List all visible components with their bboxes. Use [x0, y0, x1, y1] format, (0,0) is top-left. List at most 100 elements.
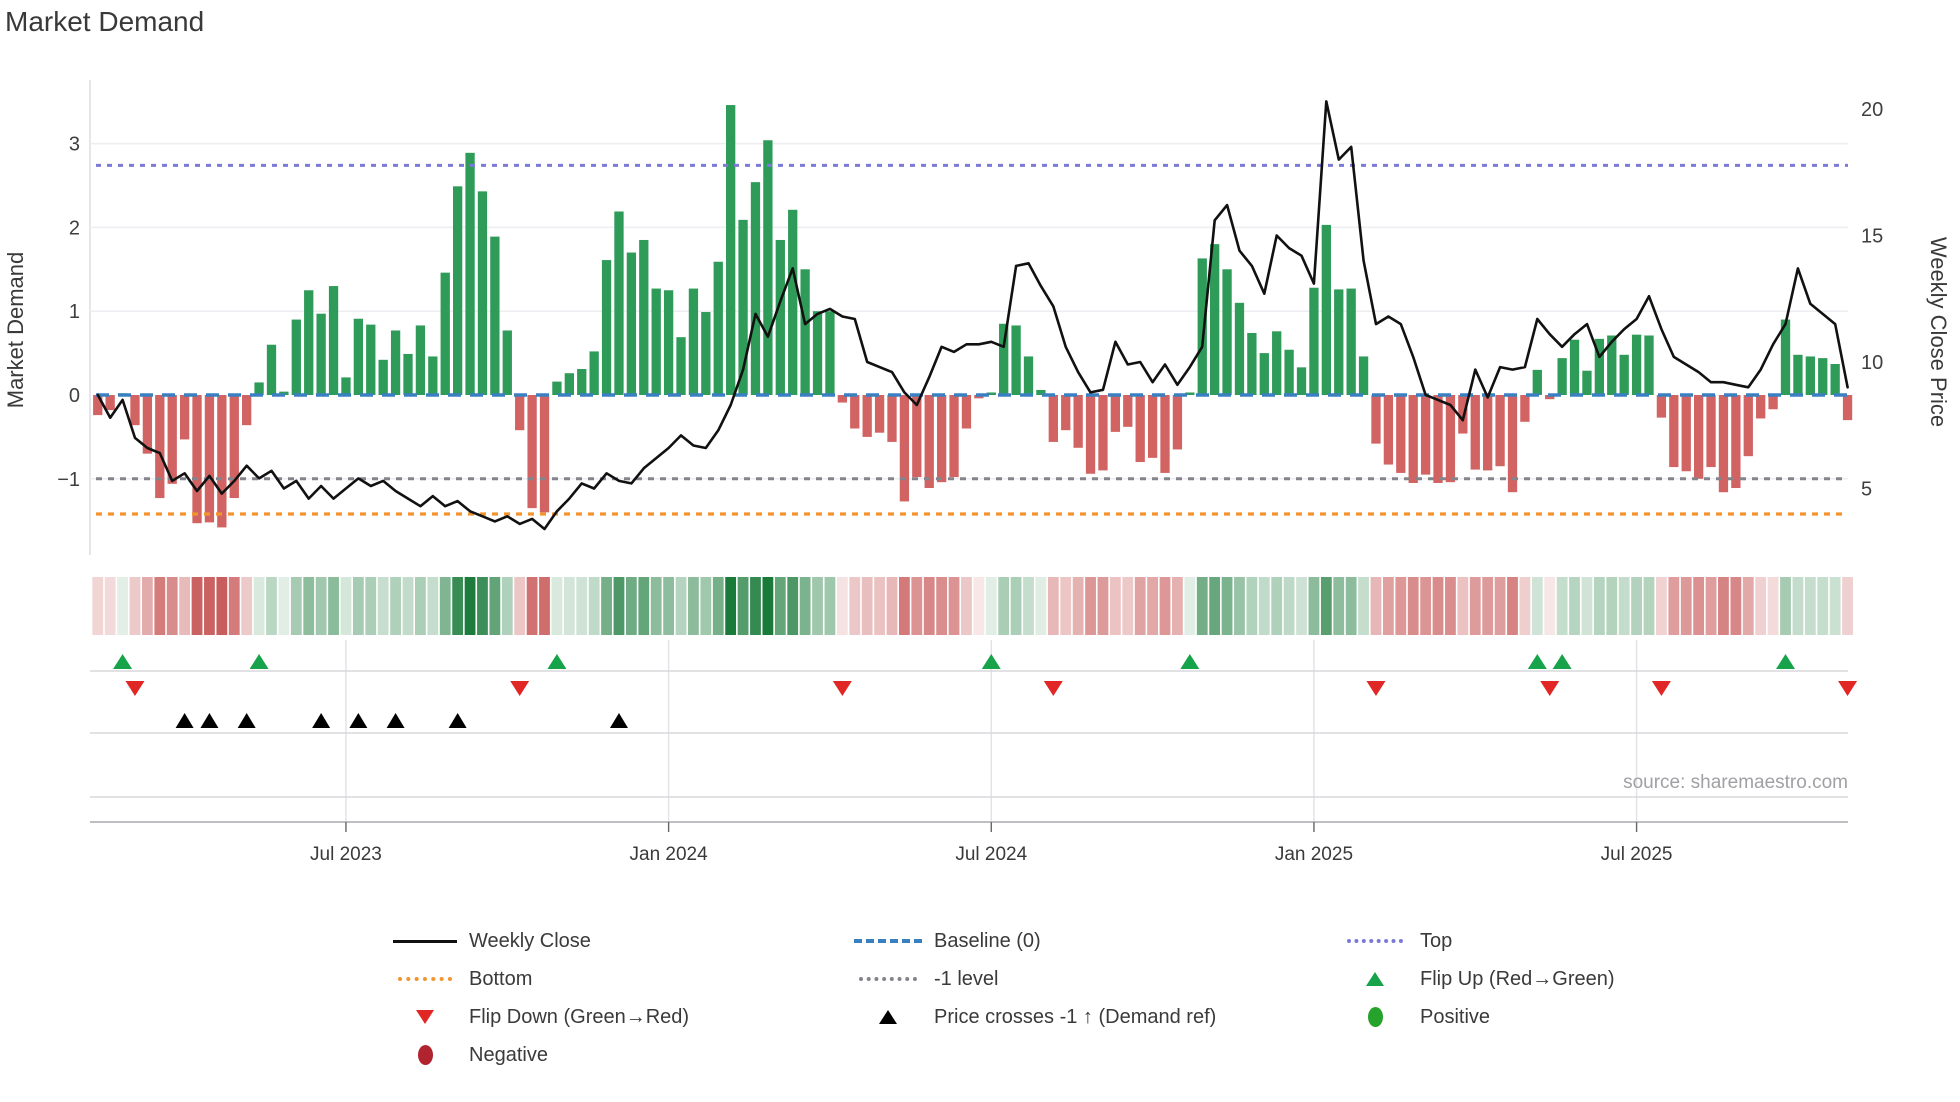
- positive-bar: [341, 377, 351, 395]
- positive-bar: [452, 186, 463, 395]
- negative-bar: [862, 395, 872, 437]
- negative-bar: [912, 395, 922, 478]
- x-tick-label: Jul 2024: [955, 844, 1027, 865]
- demand-bars: [93, 105, 1853, 528]
- negative-bar: [167, 395, 177, 484]
- legend-label: Flip Up (Red→Green): [1420, 967, 1615, 990]
- heatmap-cell: [613, 577, 625, 635]
- heatmap-cell: [1395, 577, 1407, 635]
- price-cross-triangle-icon: [386, 713, 405, 728]
- heatmap-cell: [650, 577, 662, 635]
- heatmap-cell: [1531, 577, 1543, 635]
- positive-bar: [1346, 288, 1356, 395]
- heatmap-cell: [1035, 577, 1047, 635]
- heatmap-cell: [1333, 577, 1345, 635]
- legend-item-bottom: Bottom: [393, 964, 532, 994]
- heatmap-cell: [1656, 577, 1667, 635]
- y-tick-left: 3: [69, 134, 80, 156]
- price-cross-triangle-icon: [237, 713, 256, 728]
- negative-bar: [527, 395, 537, 509]
- heatmap-cell: [750, 577, 761, 635]
- negative-bar: [204, 395, 215, 523]
- heatmap-cell: [303, 577, 315, 635]
- heatmap-cell: [1556, 577, 1568, 635]
- legend-item-baseline: Baseline (0): [854, 926, 1041, 956]
- negative-bar: [1520, 395, 1530, 422]
- positive-bar: [465, 152, 475, 395]
- negative-bar: [1172, 395, 1183, 450]
- heatmap-cell: [1581, 577, 1593, 635]
- positive-bar: [1185, 392, 1195, 395]
- heatmap-cell: [1482, 577, 1494, 635]
- heatmap-cell: [1432, 577, 1444, 635]
- positive-bar: [1222, 269, 1232, 395]
- positive-bar: [688, 288, 699, 395]
- heatmap-cell: [1246, 577, 1258, 635]
- legend-label: Price crosses -1 ↑ (Demand ref): [934, 1005, 1217, 1028]
- negative-bar: [1073, 395, 1083, 448]
- positive-bar: [328, 286, 339, 395]
- heatmap-cell: [1618, 577, 1630, 635]
- positive-bar: [1259, 353, 1269, 395]
- positive-bar: [1569, 339, 1580, 395]
- heatmap-cell: [1147, 577, 1158, 635]
- heatmap-cell: [998, 577, 1010, 635]
- negative-bar: [1085, 395, 1096, 474]
- flip-down-triangle-icon: [393, 1010, 457, 1024]
- heatmap-cell: [663, 577, 675, 635]
- legend-label: Weekly Close: [469, 929, 591, 952]
- flip-down-triangle-icon: [832, 681, 852, 696]
- negative-bar: [1048, 395, 1058, 442]
- heatmap-cell: [141, 577, 153, 635]
- heatmap-cell: [985, 577, 997, 635]
- negative-dot-icon: [393, 1045, 457, 1065]
- flip-up-triangle-icon: [981, 654, 1001, 669]
- price-cross-triangle-icon: [200, 713, 219, 728]
- heatmap-cell: [824, 577, 836, 635]
- positive-bar: [316, 313, 326, 395]
- heatmap-cell: [638, 577, 650, 635]
- positive-bar: [1358, 356, 1369, 395]
- heatmap-cell: [1730, 577, 1742, 635]
- legend-item-weekly-close: Weekly Close: [393, 926, 591, 956]
- legend-label: Negative: [469, 1043, 548, 1066]
- flip-down-triangle-icon: [1838, 681, 1858, 696]
- heatmap-cell: [526, 577, 538, 635]
- heatmap-cell: [1097, 577, 1109, 635]
- heatmap-cell: [1258, 577, 1270, 635]
- heatmap-cell: [563, 577, 575, 635]
- minus1-line-swatch: [854, 977, 922, 981]
- positive-bar: [1619, 354, 1629, 395]
- negative-bar: [1507, 395, 1518, 493]
- negative-bar: [1458, 395, 1468, 434]
- positive-bar: [738, 219, 748, 395]
- negative-bar: [142, 395, 153, 454]
- flip-up-markers: [113, 654, 1796, 669]
- positive-bar: [1234, 302, 1245, 395]
- heatmap-cell: [836, 577, 848, 635]
- negative-bar: [242, 395, 252, 426]
- heatmap-cell: [1196, 577, 1208, 635]
- negative-bar: [1061, 395, 1071, 431]
- positive-bar: [577, 369, 587, 395]
- negative-bar: [1470, 395, 1480, 470]
- positive-bar: [1036, 389, 1046, 395]
- heatmap-cell: [1320, 577, 1332, 635]
- heatmap-cell: [1134, 577, 1146, 635]
- flip-up-triangle-icon: [1527, 654, 1547, 669]
- price-cross-triangle-icon: [312, 713, 331, 728]
- legend-label: Baseline (0): [934, 929, 1041, 952]
- flip-down-triangle-icon: [1651, 681, 1671, 696]
- heatmap-cell: [1494, 577, 1506, 635]
- heatmap-cell: [1742, 577, 1754, 635]
- positive-bar: [775, 239, 785, 395]
- y-tick-right: 5: [1861, 479, 1872, 501]
- positive-bar: [1197, 258, 1207, 395]
- y-tick-right: 10: [1861, 352, 1883, 374]
- positive-bar: [1296, 367, 1307, 395]
- flip-up-triangle-icon: [249, 654, 269, 669]
- heatmap-strip: [92, 577, 1853, 635]
- heatmap-cell: [1358, 577, 1369, 635]
- heatmap-cell: [1345, 577, 1357, 635]
- bottom-line-swatch: [393, 977, 457, 981]
